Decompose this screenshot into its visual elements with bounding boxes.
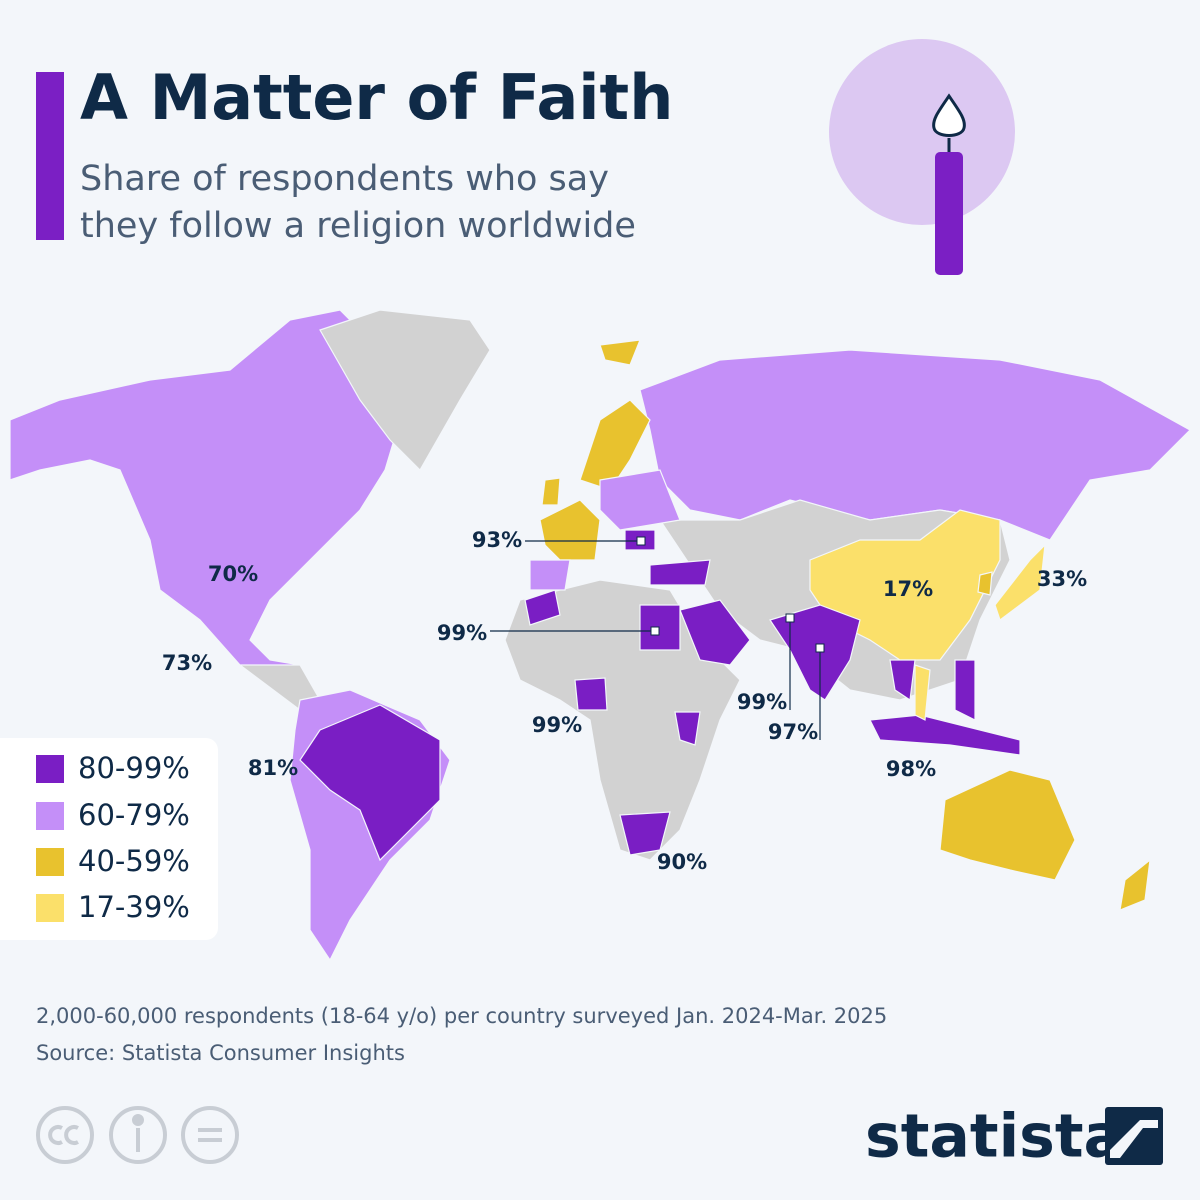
country-label: 97% [768, 720, 818, 744]
candle-icon [829, 39, 1015, 275]
country-label: 99% [437, 621, 487, 645]
country-label: 93% [472, 528, 522, 552]
country-label: 99% [532, 713, 582, 737]
country-label: 33% [1037, 567, 1087, 591]
footnote: 2,000-60,000 respondents (18-64 y/o) per… [36, 1004, 887, 1028]
world-map [9, 309, 1191, 962]
source: Source: Statista Consumer Insights [36, 1041, 405, 1065]
country-label: 90% [657, 850, 707, 874]
title: A Matter of Faith [80, 61, 673, 134]
country-label: 70% [208, 562, 258, 586]
accent-bar [36, 72, 64, 240]
license-icons [36, 1106, 239, 1164]
leaders [490, 536, 825, 740]
subtitle: they follow a religion worldwide [80, 206, 636, 246]
subtitle: Share of respondents who say [80, 159, 609, 199]
country-label: 81% [248, 756, 298, 780]
country-label: 99% [737, 690, 787, 714]
country-label: 17% [883, 577, 933, 601]
brand-logo: statista [865, 1102, 1124, 1172]
country-label: 98% [886, 757, 936, 781]
country-label: 73% [162, 651, 212, 675]
legend-label: 60-79% [78, 798, 190, 832]
map-labels: 70% 73% 81% 93% 99% 99% 99% 97% 98% 17% … [162, 528, 1087, 874]
legend-label: 40-59% [78, 844, 190, 878]
legend-label: 17-39% [78, 890, 190, 924]
brand-mark [1105, 1107, 1163, 1165]
legend-label: 80-99% [78, 751, 190, 785]
legend: 80-99% 60-79% 40-59% 17-39% [0, 738, 218, 940]
